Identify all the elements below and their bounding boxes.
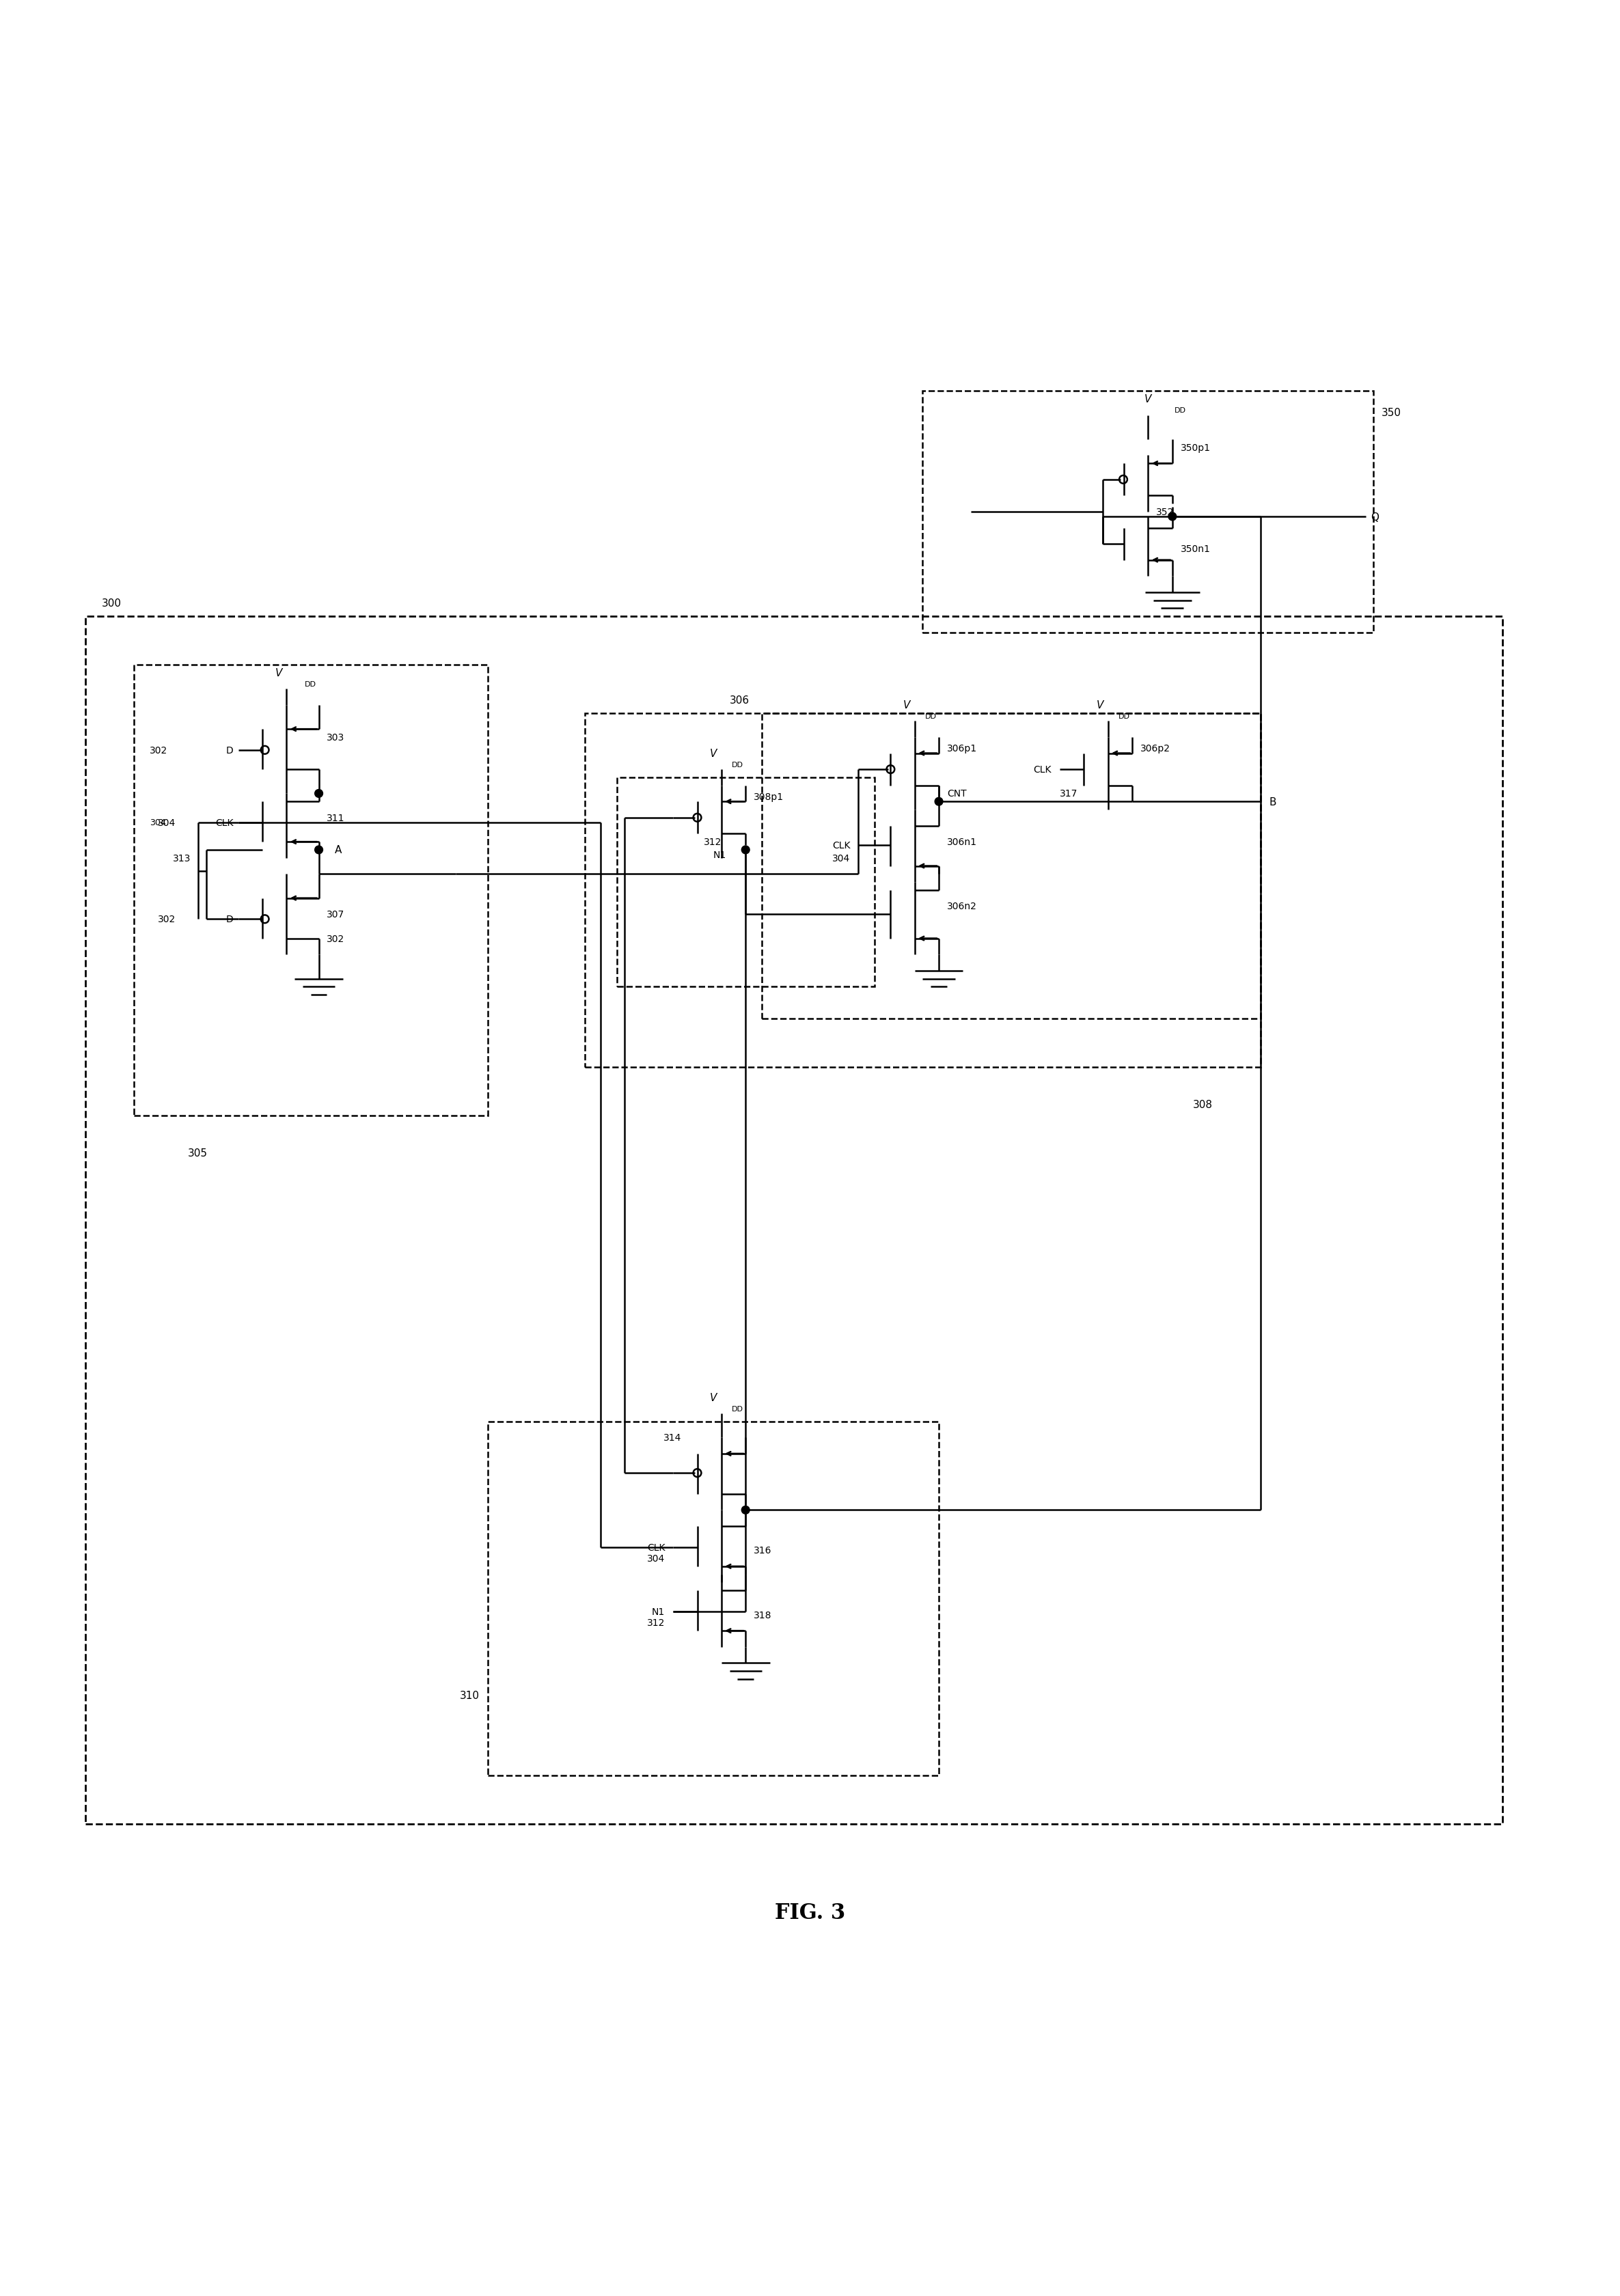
Text: 306: 306 (729, 696, 750, 705)
Text: N1: N1 (713, 850, 726, 859)
Text: V: V (902, 700, 910, 709)
Circle shape (1168, 512, 1176, 521)
Text: A: A (335, 845, 342, 856)
Text: 312: 312 (703, 838, 721, 847)
Text: 304: 304 (646, 1554, 666, 1564)
Text: CLK: CLK (1034, 765, 1051, 774)
Text: 350p1: 350p1 (1181, 443, 1210, 452)
Text: FIG. 3: FIG. 3 (774, 1901, 846, 1924)
Text: V: V (710, 1391, 718, 1403)
Text: 311: 311 (327, 813, 345, 822)
Text: 316: 316 (753, 1545, 771, 1554)
Text: 300: 300 (102, 599, 122, 608)
Text: 318: 318 (753, 1609, 771, 1619)
Text: V: V (1097, 700, 1103, 709)
Circle shape (742, 847, 750, 854)
Text: DD: DD (925, 714, 936, 721)
Text: DD: DD (305, 682, 316, 689)
Text: CNT: CNT (948, 790, 967, 799)
Text: 304: 304 (157, 817, 175, 827)
Text: 305: 305 (188, 1148, 207, 1157)
Text: 308: 308 (1192, 1100, 1213, 1109)
Text: B: B (1268, 797, 1277, 806)
Circle shape (935, 799, 943, 806)
Text: 310: 310 (460, 1690, 480, 1701)
Text: 314: 314 (663, 1433, 680, 1442)
Text: 312: 312 (646, 1619, 666, 1628)
Circle shape (314, 847, 322, 854)
Text: CLK: CLK (215, 817, 233, 827)
Text: 306n1: 306n1 (948, 838, 977, 847)
Text: DD: DD (1174, 406, 1186, 413)
Text: 306p1: 306p1 (948, 744, 977, 753)
Text: 302: 302 (157, 914, 175, 925)
Text: D: D (227, 746, 233, 755)
Text: V: V (275, 668, 282, 677)
Text: V: V (710, 748, 718, 758)
Text: 304: 304 (149, 817, 165, 827)
Text: V: V (1145, 395, 1152, 404)
Text: CLK: CLK (833, 840, 851, 850)
Text: N1: N1 (651, 1607, 666, 1616)
Text: Q: Q (1371, 512, 1379, 521)
Text: 317: 317 (1059, 790, 1077, 799)
Text: CLK: CLK (646, 1543, 666, 1552)
Text: 352: 352 (1157, 507, 1175, 517)
Text: 307: 307 (327, 909, 345, 918)
Circle shape (742, 1506, 750, 1515)
Text: 313: 313 (173, 854, 191, 863)
Circle shape (314, 790, 322, 799)
Text: 304: 304 (833, 854, 851, 863)
Text: 350n1: 350n1 (1181, 544, 1210, 553)
Text: 306n2: 306n2 (948, 902, 977, 912)
Text: 302: 302 (149, 746, 167, 755)
Text: DD: DD (732, 762, 744, 769)
Text: D: D (227, 914, 233, 925)
Text: 303: 303 (327, 732, 345, 742)
Text: DD: DD (732, 1405, 744, 1412)
Text: DD: DD (1118, 714, 1129, 721)
Text: 306p2: 306p2 (1140, 744, 1170, 753)
Text: 350: 350 (1382, 406, 1401, 418)
Text: 302: 302 (327, 934, 345, 944)
Text: 308p1: 308p1 (753, 792, 784, 801)
